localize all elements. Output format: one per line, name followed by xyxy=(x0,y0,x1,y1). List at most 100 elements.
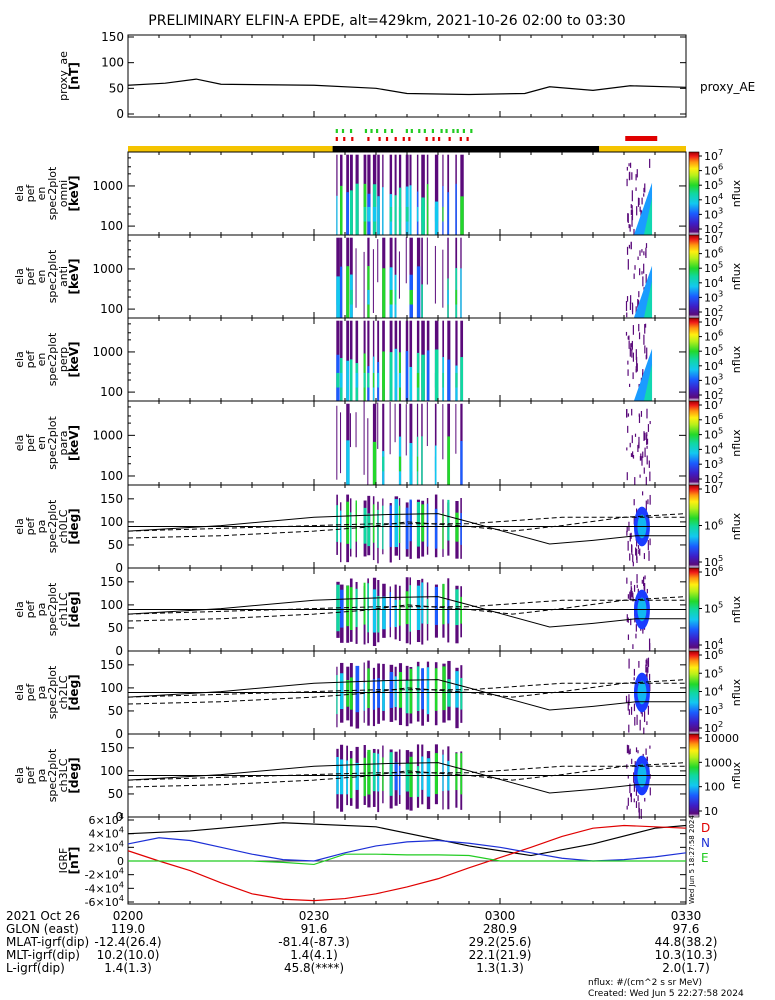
pa_ch3LC-patch-dot xyxy=(645,748,647,755)
pa_ch3LC-patch-dot xyxy=(633,798,635,803)
en_perp-stripe xyxy=(398,372,401,388)
en_anti-ylabel-5: [keV] xyxy=(67,258,81,294)
igrf-line-D xyxy=(127,824,687,902)
pa_ch1LC-stripe xyxy=(426,598,429,625)
en_para-patch-dot xyxy=(629,442,631,448)
ephemeris-value: 1.3(1.3) xyxy=(476,961,524,975)
igrf-ytick-label: 0 xyxy=(117,855,124,868)
en_para-patch-dot xyxy=(632,451,634,458)
en_para-patch-dot xyxy=(647,424,650,432)
proxy-ae-ytick-label: 100 xyxy=(101,56,124,70)
en_para-ytick-label: 1000 xyxy=(92,428,123,442)
en_para-patch-dot xyxy=(640,453,642,461)
pa_ch2LC-stripe xyxy=(421,668,424,710)
en_perp-patch-dot xyxy=(636,363,638,372)
en_perp-patch-dot xyxy=(635,349,637,360)
pa_ch0LC-loss-cone xyxy=(127,513,686,545)
en_perp-ytick-label: 1000 xyxy=(92,345,123,359)
ephemeris-value: 2.0(1.7) xyxy=(662,961,710,975)
pa_ch2LC-ylabel-2: pa xyxy=(35,686,48,700)
en_perp-patch-dot xyxy=(629,383,631,387)
en_anti-stripe xyxy=(349,289,353,305)
pa_ch2LC-patch-dot xyxy=(634,716,636,726)
en_para-colorbar-tick-label: 104 xyxy=(704,440,723,456)
en_perp-stripe xyxy=(355,320,359,401)
en_anti-patch-dot xyxy=(643,263,645,274)
en_anti-patch-dot xyxy=(626,246,629,255)
pa_ch1LC-patch-dot xyxy=(630,590,632,601)
pa_ch2LC-stripe xyxy=(382,679,385,711)
ephemeris-value: 119.0 xyxy=(111,922,145,936)
en_perp-colorbar xyxy=(688,317,700,402)
pa_ch3LC-ytick-label: 100 xyxy=(100,764,123,778)
pa_ch1LC-colorbar-tick-label: 106 xyxy=(704,563,723,579)
pa_ch2LC-patch-dot xyxy=(633,703,636,712)
pa_ch3LC-patch-dot xyxy=(627,774,629,779)
pa_ch0LC-colorbar-label: nflux xyxy=(730,512,743,540)
pa_ch1LC-patch-dot xyxy=(627,617,629,623)
pa_ch3LC-patch-dot xyxy=(630,793,632,797)
en_omni-stripe xyxy=(460,196,464,235)
en_anti-stripe xyxy=(460,268,462,318)
en_para-stripe xyxy=(346,440,350,485)
en_para-stripe xyxy=(398,456,402,472)
pa_ch0LC-ylabel-2: pa xyxy=(35,520,48,534)
en_perp-patch-dot xyxy=(638,323,640,332)
en_para-patch-dot xyxy=(641,456,643,466)
pa_ch0LC-stripe xyxy=(434,508,438,549)
en_para-stripe xyxy=(460,441,463,485)
pa_ch3LC-patch-dot xyxy=(644,797,646,802)
en_perp-stripe xyxy=(346,360,350,401)
en_para-patch-dot xyxy=(632,454,635,459)
pa_ch0LC-colorbar-tick-label: 107 xyxy=(704,480,723,496)
ephemeris-table: 2021 Oct 26 0200 0230 0300 0330 GLON (east) 11… xyxy=(6,909,717,975)
en_para-stripe xyxy=(355,412,357,448)
en_anti-stripe xyxy=(398,251,400,299)
en_omni-patch-dot xyxy=(635,187,637,191)
en_anti-patch-dot xyxy=(637,256,639,260)
igrf-legend-E: E xyxy=(701,851,709,865)
pa_ch3LC-stripe xyxy=(398,765,401,796)
pa_ch1LC-patch-dot xyxy=(626,614,628,622)
en_omni-patch-dot xyxy=(641,197,643,205)
pa_ch2LC-patch-dot xyxy=(645,664,647,673)
pa_ch3LC-patch-dot xyxy=(633,772,635,783)
en_omni-ylabel-0: ela xyxy=(13,185,26,202)
en_omni-stripe xyxy=(363,206,367,222)
pa_ch1LC-anti-loss-cone xyxy=(127,596,687,622)
ephemeris-value: 97.6 xyxy=(673,922,700,936)
pa_ch3LC-patch-dot xyxy=(635,788,638,796)
pa_ch2LC-stripe xyxy=(405,680,409,714)
en_para-stripe xyxy=(421,436,423,485)
en_perp-stripe xyxy=(460,357,464,401)
pa_ch0LC-patch-dot xyxy=(649,538,651,546)
pa_ch2LC-patch-dot xyxy=(638,660,640,668)
pa_ch0LC-patch-dot xyxy=(626,526,628,532)
science-mark-red xyxy=(385,137,389,141)
pa_ch3LC-patch-dot xyxy=(629,748,631,755)
pa_ch0LC-ylabel-3: spec2plot xyxy=(46,499,59,553)
pa_ch1LC-patch-dot xyxy=(632,592,634,598)
pa_ch0LC-ytick-label: 150 xyxy=(100,492,123,506)
ephemeris-row-label: 2021 Oct 26 xyxy=(6,909,80,923)
pa_ch3LC-stripe xyxy=(372,752,376,792)
en_perp-stripe xyxy=(355,372,359,388)
en_perp-patch-dot xyxy=(627,369,629,376)
en_perp-ylabel-5: [keV] xyxy=(67,341,81,377)
en_omni-colorbar-label: nflux xyxy=(730,179,743,207)
pa_ch1LC-stripe xyxy=(346,585,350,627)
en_anti-ylabel-4: anti xyxy=(57,266,70,287)
pa_ch0LC-stripe xyxy=(346,501,350,544)
en_perp-stripe xyxy=(367,372,370,388)
en_anti-ylabel-2: en xyxy=(35,270,48,284)
en_anti-colorbar-tick-label: 107 xyxy=(704,230,723,246)
en_anti-stripe xyxy=(455,289,458,305)
pa_ch3LC-stripe xyxy=(355,762,359,790)
igrf-ytick-label: 2×104 xyxy=(89,838,124,854)
pa_ch1LC-colorbar xyxy=(688,567,700,652)
en_perp-patch-dot xyxy=(636,356,638,368)
en_perp-stripe xyxy=(409,320,413,401)
en_anti-patch-dot xyxy=(625,301,628,311)
science-mark-green xyxy=(440,129,443,133)
en_omni-stripe xyxy=(394,154,397,235)
